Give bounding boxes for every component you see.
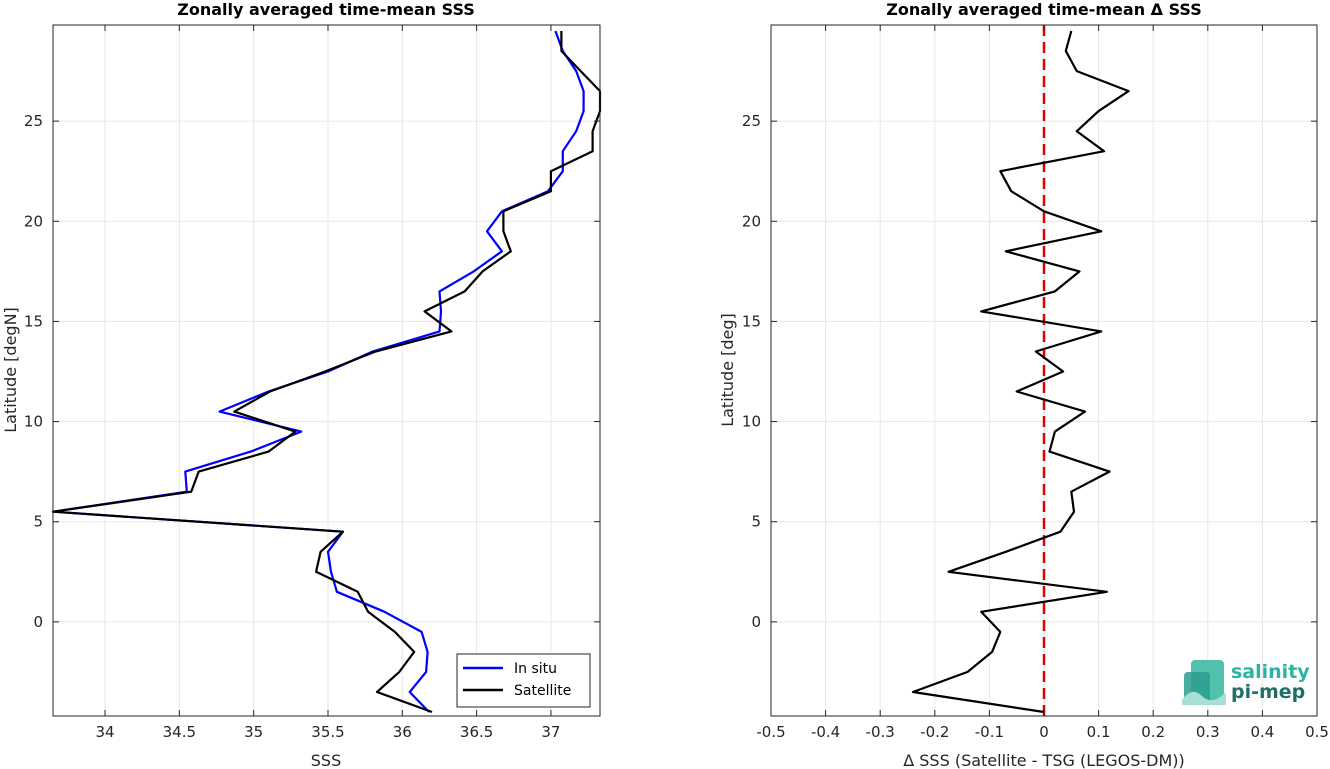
panel-sss: 34 34.5 35 35.5 36 36.5 37 0 5 10 15 20 25 Zonally a… (1, 0, 602, 769)
x-tick-label: 0.4 (1250, 723, 1274, 741)
x-axis-label: SSS (311, 751, 341, 769)
x-tick-label: -0.5 (756, 723, 785, 741)
salinity-pi-mep-logo: salinity pi-mep (1182, 660, 1310, 705)
grid (53, 25, 600, 716)
y-tick-label: 15 (24, 312, 43, 330)
series-group (51, 30, 602, 714)
y-tick-label: 0 (33, 613, 43, 631)
logo-text-pi-mep: pi-mep (1231, 681, 1305, 703)
legend-label-satellite: Satellite (514, 683, 571, 699)
y-tick-label: 20 (742, 212, 761, 230)
x-tick-label: 35 (244, 723, 263, 741)
y-tick-label: 10 (742, 413, 761, 431)
x-tick-label: -0.1 (975, 723, 1004, 741)
series-line-satellite (51, 31, 602, 714)
x-tick-label: 36 (393, 723, 412, 741)
y-tick-label: 15 (742, 312, 761, 330)
x-tick-label: -0.2 (920, 723, 949, 741)
y-tick-label: 25 (24, 112, 43, 130)
panel-delta-sss: -0.5 -0.4 -0.3 -0.2 -0.1 0 0.1 0.2 0.3 0.4 0.5 0 5 10… (718, 0, 1329, 769)
legend-label-in-situ: In situ (514, 661, 557, 677)
y-tick-label: 10 (24, 413, 43, 431)
y-axis-label: Latitude [deg] (718, 313, 737, 427)
x-tick-label: 34 (95, 723, 114, 741)
axes-box (52, 24, 601, 717)
x-tick-label: -0.4 (811, 723, 840, 741)
x-tick-label: 36.5 (460, 723, 493, 741)
logo-text-salinity: salinity (1231, 661, 1310, 683)
y-tick-label: 5 (33, 513, 43, 531)
tick-group: -0.5 -0.4 -0.3 -0.2 -0.1 0 0.1 0.2 0.3 0.4 0.5 0 5 10… (742, 25, 1329, 741)
y-tick-label: 20 (24, 212, 43, 230)
x-axis-label: Δ SSS (Satellite - TSG (LEGOS-DM)) (903, 751, 1185, 769)
y-tick-label: 25 (742, 112, 761, 130)
series-line-in-situ (51, 30, 585, 713)
chart-title: Zonally averaged time-mean SSS (177, 0, 475, 19)
x-tick-label: 35.5 (311, 723, 344, 741)
chart-title: Zonally averaged time-mean Δ SSS (886, 0, 1202, 19)
x-tick-label: 34.5 (163, 723, 196, 741)
series-group (911, 30, 1130, 714)
series-line-delta-sss (911, 30, 1130, 714)
x-tick-label: 0.3 (1196, 723, 1220, 741)
legend-box (456, 653, 591, 708)
legend: In situ Satellite (456, 653, 591, 708)
x-tick-label: 0 (1039, 723, 1049, 741)
tick-group: 34 34.5 35 35.5 36 36.5 37 0 5 10 15 20 25 (24, 25, 600, 741)
x-tick-label: 0.5 (1305, 723, 1329, 741)
wave-logo-icon (1182, 660, 1226, 705)
x-tick-label: 0.1 (1087, 723, 1111, 741)
x-tick-label: 0.2 (1141, 723, 1165, 741)
y-tick-label: 5 (751, 513, 761, 531)
y-axis-label: Latitude [degN] (1, 307, 20, 433)
y-tick-label: 0 (751, 613, 761, 631)
x-tick-label: -0.3 (866, 723, 895, 741)
x-tick-label: 37 (541, 723, 560, 741)
